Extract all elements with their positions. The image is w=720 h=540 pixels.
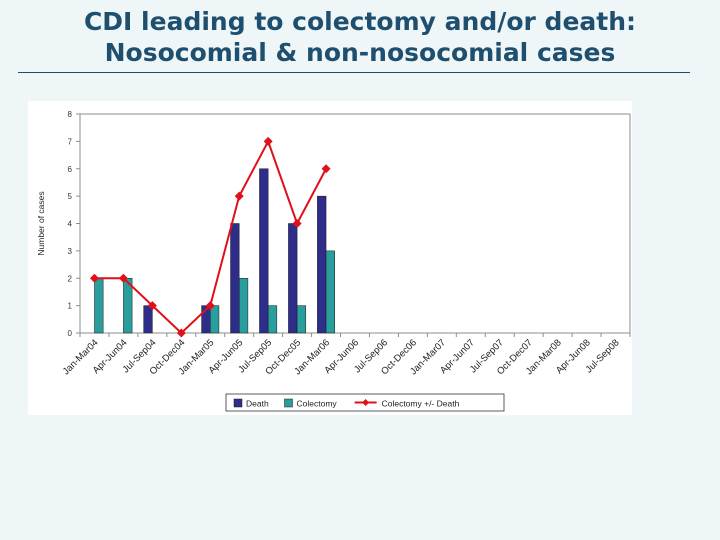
bar-colectomy: [94, 278, 104, 334]
line-point-marker: [321, 164, 331, 174]
line-point-marker: [292, 219, 302, 228]
bar-colectomy: [296, 305, 307, 334]
legend-swatch-colectomy: [284, 398, 293, 408]
y-tick-label: 5: [68, 192, 73, 201]
line-point-marker: [205, 301, 215, 311]
bar-death: [230, 223, 240, 334]
line-point-marker: [176, 328, 186, 338]
y-tick-label: 7: [68, 137, 73, 146]
legend-label-colectomy: Colectomy: [297, 399, 338, 409]
line-point-marker: [118, 273, 128, 283]
bar-colectomy: [210, 305, 220, 334]
bar-colectomy: [325, 250, 335, 334]
y-tick-label: 8: [68, 110, 73, 119]
y-tick-label: 6: [68, 165, 73, 174]
chart-panel: 0 1 2 3 4 5 6 7 8 Number of cases Jan-Mar04 Apr-Jun…: [28, 101, 632, 415]
line-point-marker: [234, 191, 244, 201]
y-tick-label: 0: [68, 329, 73, 338]
bar-colectomy: [267, 305, 278, 334]
title-underline: [18, 72, 690, 73]
bar-colectomy: [238, 278, 249, 334]
bar-death: [317, 195, 327, 334]
legend-label-death: Death: [246, 399, 269, 409]
y-tick-label: 1: [68, 302, 73, 311]
plot-area: [79, 113, 631, 334]
y-tick-label: 2: [68, 274, 73, 283]
bar-death: [259, 168, 269, 334]
legend-swatch-death: [233, 398, 243, 408]
legend-label-colectomy-or-death: Colectomy +/- Death: [382, 399, 460, 409]
legend-swatch-marker: [362, 399, 370, 406]
y-axis-label: Number of cases: [36, 191, 46, 255]
bar-death: [143, 305, 153, 334]
title-line-1: CDI leading to colectomy and/or death:: [83, 7, 637, 36]
line-point-marker: [147, 301, 157, 311]
line-point-marker: [263, 136, 273, 146]
y-tick-label: 3: [68, 247, 73, 256]
title-line-2: Nosocomial & non-nosocomial cases: [104, 38, 616, 67]
line-point-marker: [89, 273, 99, 283]
slide-title: CDI leading to colectomy and/or death: N…: [0, 6, 720, 68]
y-tick-label: 4: [68, 220, 73, 229]
bar-death: [288, 223, 298, 334]
